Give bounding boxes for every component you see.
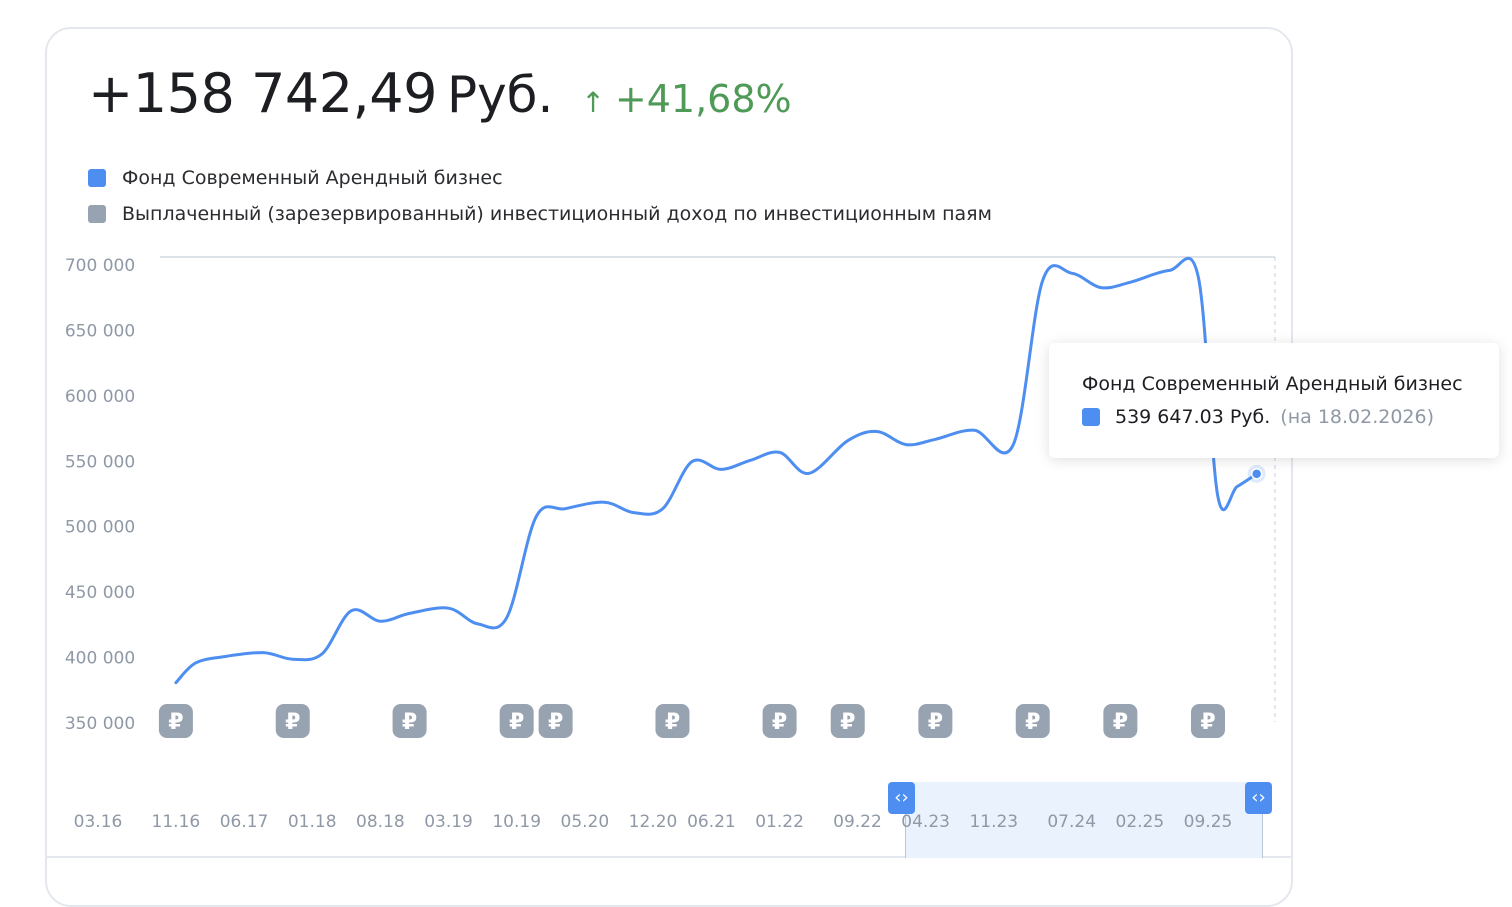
x-tick-label: 05.20 [561,812,610,832]
chart-card [45,27,1293,907]
tooltip-value: 539 647.03 Руб. [1115,406,1271,428]
x-tick-label: 10.19 [492,812,541,832]
dividend-marker[interactable]: ₽ [1103,704,1138,738]
x-tick-label: 04.23 [901,812,950,832]
ruble-sign-icon: ₽ [665,710,680,735]
x-tick-label: 02.25 [1116,812,1165,832]
chevron-left-right-icon: ‹› [894,787,909,808]
ruble-sign-icon: ₽ [548,710,563,735]
x-axis: 03.16 11.16 06.17 01.18 08.18 03.19 10.19 05.20… [74,812,1233,832]
dividend-marker[interactable]: ₽ [655,704,690,738]
legend-swatch-income [88,205,106,223]
x-tick-label: 09.25 [1184,812,1233,832]
ruble-sign-icon: ₽ [928,710,943,735]
dividend-marker[interactable]: ₽ [158,704,193,738]
dividend-marker[interactable]: ₽ [392,704,427,738]
x-tick-label: 01.18 [288,812,337,832]
dividend-marker[interactable]: ₽ [762,704,797,738]
legend-label-income: Выплаченный (зарезервированный) инвестиц… [122,203,992,225]
dividend-marker-box [158,704,193,738]
ruble-sign-icon: ₽ [1200,710,1215,735]
x-tick-label: 11.16 [152,812,201,832]
chart-tooltip: Фонд Современный Арендный бизнес 539 647… [1049,343,1499,458]
dividend-marker-box [392,704,427,738]
dividend-marker[interactable]: ₽ [275,704,310,738]
dividend-marker-box [762,704,797,738]
x-tick-label: 01.22 [755,812,804,832]
dividend-marker-box [1191,704,1225,738]
dividend-marker[interactable]: ₽ [1015,704,1050,738]
dividend-marker[interactable]: ₽ [918,704,953,738]
ruble-sign-icon: ₽ [285,710,300,735]
summary-header: +158 742,49 Руб. ↑ +41,68% [88,62,792,125]
profit-amount: +158 742,49 [88,62,437,125]
profit-percent: +41,68% [614,77,792,121]
ruble-sign-icon: ₽ [168,710,183,735]
arrow-up-icon: ↑ [581,86,605,119]
ruble-sign-icon: ₽ [402,710,417,735]
y-tick-label: 500 000 [65,518,135,538]
x-tick-label: 03.19 [424,812,473,832]
ruble-sign-icon: ₽ [840,710,855,735]
y-tick-label: 350 000 [65,714,135,734]
x-tick-label: 03.16 [74,812,123,832]
ruble-sign-icon: ₽ [772,710,787,735]
chart-legend: Фонд Современный Арендный бизнес Выплаче… [88,160,992,232]
dividend-marker[interactable]: ₽ [499,704,534,738]
y-axis: 700 000 650 000 600 000 550 000 500 000 450 0… [65,256,135,734]
y-tick-label: 400 000 [65,649,135,669]
legend-swatch-fund [88,169,106,187]
line-chart: 700 000 650 000 600 000 550 000 500 000 450 0… [65,256,1276,832]
legend-label-fund: Фонд Современный Арендный бизнес [122,167,503,189]
dividend-marker[interactable]: ₽ [1191,704,1225,738]
range-selector[interactable] [905,782,1263,858]
dividend-marker-box [830,704,865,738]
range-handle-right[interactable]: ‹› [1245,782,1272,814]
y-tick-label: 700 000 [65,256,135,276]
profit-currency: Руб. [446,66,554,124]
chevron-left-right-icon: ‹› [1251,787,1266,808]
dividend-marker-box [918,704,953,738]
ruble-sign-icon: ₽ [509,710,524,735]
x-tick-label: 12.20 [629,812,678,832]
series-line-path [174,256,1259,685]
dividend-markers: ₽ ₽ ₽ ₽ ₽ ₽ ₽ ₽ ₽ ₽ ₽ ₽ [158,704,1225,738]
dividend-marker[interactable]: ₽ [538,704,573,738]
tooltip-swatch [1082,408,1100,426]
tooltip-date: (на 18.02.2026) [1280,406,1435,428]
series-fund [174,256,1259,685]
dividend-marker-box [499,704,534,738]
dividend-marker-box [1103,704,1138,738]
y-tick-label: 550 000 [65,452,135,472]
dividend-marker[interactable]: ₽ [830,704,865,738]
hover-point [1247,464,1266,483]
dividend-marker-box [655,704,690,738]
x-tick-label: 07.24 [1047,812,1096,832]
dividend-marker-box [538,704,573,738]
y-tick-label: 650 000 [65,321,135,341]
x-tick-label: 06.21 [687,812,736,832]
x-tick-label: 09.22 [833,812,882,832]
range-handle-left[interactable]: ‹› [888,782,915,814]
x-tick-label: 06.17 [220,812,269,832]
hover-point-dot [1250,468,1263,480]
dividend-marker-box [275,704,310,738]
legend-item-income[interactable]: Выплаченный (зарезервированный) инвестиц… [88,196,992,232]
tooltip-title: Фонд Современный Арендный бизнес [1082,373,1463,395]
x-tick-label: 08.18 [356,812,405,832]
ruble-sign-icon: ₽ [1113,710,1128,735]
legend-item-fund[interactable]: Фонд Современный Арендный бизнес [88,160,992,196]
card-divider [45,856,1293,858]
y-tick-label: 600 000 [65,387,135,407]
ruble-sign-icon: ₽ [1025,710,1040,735]
tooltip-row: 539 647.03 Руб. (на 18.02.2026) [1082,406,1434,428]
dividend-marker-box [1015,704,1050,738]
y-tick-label: 450 000 [65,583,135,603]
x-tick-label: 11.23 [969,812,1018,832]
